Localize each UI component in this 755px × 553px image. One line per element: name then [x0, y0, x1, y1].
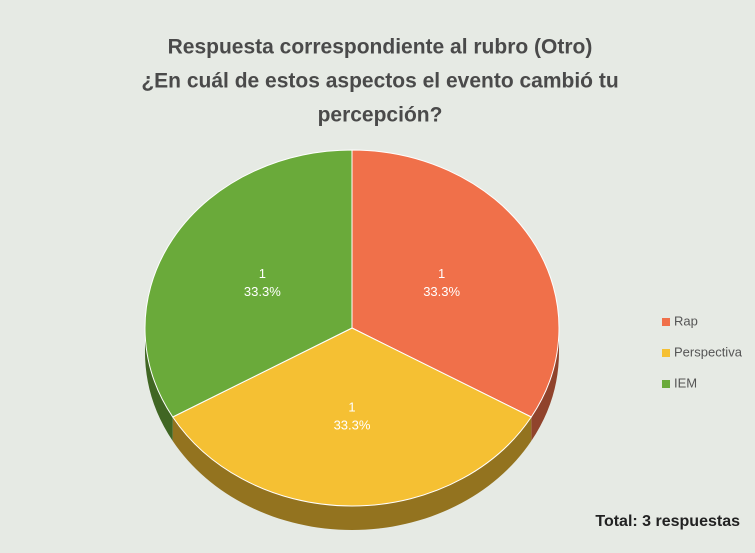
legend-label: IEM — [674, 375, 697, 390]
slice — [171, 327, 533, 507]
data-label: 1 — [348, 399, 355, 414]
data-label: 33.3% — [423, 284, 460, 299]
data-label: 33.3% — [244, 284, 281, 299]
chart-title: percepción? — [318, 104, 443, 127]
slice-side — [531, 328, 559, 441]
data-label: 1 — [438, 266, 445, 281]
data-label: 1 — [259, 266, 266, 281]
data-label: 33.3% — [334, 417, 371, 432]
slice — [144, 149, 353, 418]
legend-swatch — [662, 380, 670, 388]
legend-swatch — [662, 349, 670, 357]
chart-title: ¿En cuál de estos aspectos el evento cam… — [141, 70, 618, 93]
slice-side — [145, 328, 173, 441]
legend-label: Perspectiva — [674, 344, 743, 359]
slice — [351, 149, 560, 418]
chart-title: Respuesta correspondiente al rubro (Otro… — [168, 36, 593, 59]
slice-side — [172, 417, 532, 530]
annotation: Total: 3 respuestas — [595, 513, 740, 530]
legend-label: Rap — [674, 313, 698, 328]
legend-swatch — [662, 318, 670, 326]
